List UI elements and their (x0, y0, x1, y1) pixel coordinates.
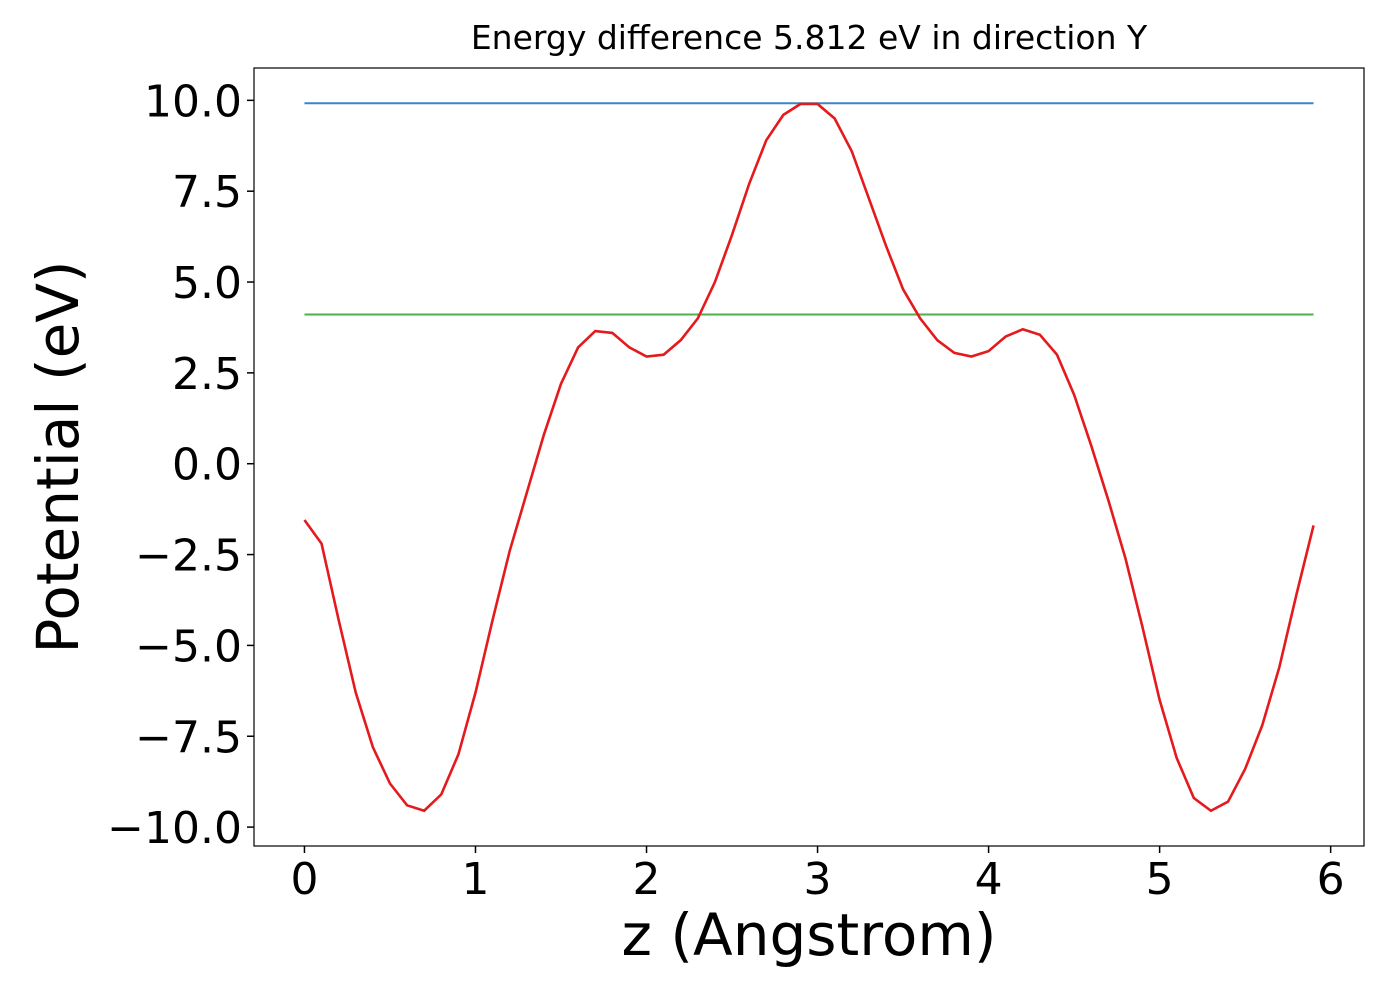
y-tick-label: −5.0 (135, 621, 242, 672)
y-tick-label: 10.0 (144, 76, 242, 127)
x-tick-label: 5 (1146, 854, 1174, 905)
y-tick-label: −7.5 (135, 712, 242, 763)
y-tick-label: 5.0 (172, 258, 242, 309)
y-tick-label: 0.0 (172, 440, 242, 491)
x-tick-label: 2 (633, 854, 661, 905)
y-tick-label: 7.5 (172, 167, 242, 218)
x-tick-label: 6 (1317, 854, 1345, 905)
x-tick-label: 4 (975, 854, 1003, 905)
y-tick-label: −10.0 (107, 803, 242, 854)
x-tick-label: 3 (804, 854, 832, 905)
y-axis-label: Potential (eV) (24, 260, 92, 653)
plot-frame (253, 67, 1365, 847)
chart-title: Energy difference 5.812 eV in direction … (471, 18, 1148, 57)
x-tick-label: 0 (290, 854, 318, 905)
data-line (303, 102, 1315, 813)
x-axis-label: z (Angstrom) (622, 901, 997, 969)
y-tick-label: −2.5 (135, 531, 242, 582)
y-tick-label: 2.5 (172, 349, 242, 400)
x-tick-label: 1 (461, 854, 489, 905)
